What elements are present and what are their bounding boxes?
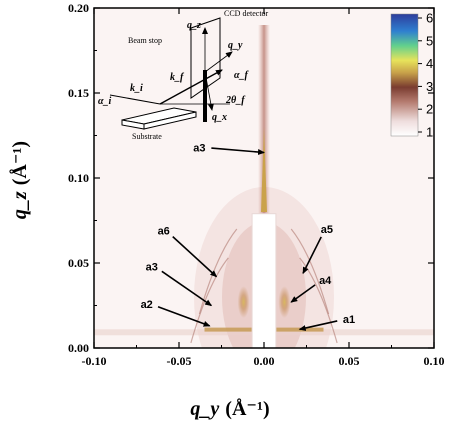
- inset-var-kf: k_f: [170, 72, 185, 83]
- annotation-label-a3: a3: [146, 261, 158, 273]
- inset-label-ccd: CCD detector: [224, 9, 269, 18]
- substrate-side: [121, 111, 197, 130]
- incident-beam: [109, 94, 161, 105]
- scatter-arc-left-1: [190, 257, 229, 344]
- beam-stop-rod: [203, 70, 207, 122]
- inset-var-ki: k_i: [130, 83, 143, 94]
- annotation-arrow-a2: [157, 306, 211, 327]
- side-lobe-right: [278, 286, 291, 319]
- x-tick-label: 0.00: [254, 354, 275, 368]
- annotation-label-a5: a5: [321, 224, 333, 236]
- annotation-label-a4: a4: [319, 275, 332, 287]
- annotation-label-a2: a2: [141, 299, 153, 311]
- inset-var-alpha-f: α_f: [234, 70, 250, 81]
- scatter-arc-left-0: [198, 228, 238, 315]
- annotation-arrow-a6: [172, 236, 218, 278]
- y-tick-label: 0.15: [68, 86, 89, 100]
- ccd-detector-plane: [190, 17, 221, 99]
- annotations: a3 a6 a3 a2 a5 a4 a1: [141, 142, 355, 331]
- colorbar-tick-label: 3: [426, 79, 433, 94]
- colorbar-tick-label: 5: [426, 33, 433, 48]
- colorbar: 1 2 3 4 5 6: [390, 11, 433, 140]
- inset-label-beam-stop: Beam stop: [128, 36, 162, 45]
- y-tick-label: 0.10: [68, 171, 89, 185]
- x-axis-title: q_y (Å⁻¹): [190, 397, 269, 420]
- inset-label-substrate: Substrate: [132, 132, 162, 141]
- y-axis-title: q_z(Å⁻¹): [8, 141, 31, 219]
- y-tick-label: 0.20: [68, 1, 89, 15]
- scatter-arc-right-1: [299, 257, 338, 344]
- inset-var-2theta-f: 2θ_f: [225, 95, 246, 106]
- colorbar-tick-label: 4: [426, 56, 433, 71]
- axes: -0.10 -0.05 0.00 0.05 0.10 0.00 0.05 0.10 0.15 0.…: [68, 1, 445, 368]
- annotation-label-a1: a1: [343, 314, 355, 326]
- annotation-arrow-a5: [302, 236, 322, 275]
- x-tick-label: 0.05: [339, 354, 360, 368]
- inset-var-qy: q_y: [228, 40, 243, 51]
- colorbar-ticks: 1 2 3 4 5 6: [418, 11, 433, 140]
- inset-var-qz: q_z: [187, 20, 201, 31]
- annotation-arrow-a4: [290, 284, 316, 303]
- colorbar-tick-label: 2: [426, 102, 433, 117]
- annotation-arrow-a3: [161, 270, 213, 307]
- scattered-beam: [159, 69, 223, 105]
- scattering-pattern: [94, 25, 434, 348]
- inset-schematic: Beam stop CCD detector Substrate q_z q_y…: [98, 9, 269, 141]
- side-lobe-left: [237, 286, 250, 319]
- y-tick-label: 0.05: [68, 256, 89, 270]
- annotation-label-a3: a3: [193, 142, 205, 154]
- qx-axis-arrow: [204, 71, 214, 111]
- colorbar-gradient: [390, 13, 419, 137]
- annotation-arrow-a3: [211, 147, 265, 155]
- scatter-arc-right-0: [290, 228, 330, 315]
- y-tick-label: 0.00: [68, 341, 89, 355]
- colorbar-tick-label: 6: [426, 11, 433, 26]
- annotation-arrow-a1: [298, 320, 338, 331]
- specular-spike: [261, 127, 267, 212]
- inset-var-alpha-i: α_i: [98, 96, 112, 107]
- beam-stop-shadow: [251, 213, 277, 348]
- x-tick-label: -0.05: [167, 354, 192, 368]
- annotation-label-a6: a6: [158, 226, 170, 238]
- colorbar-tick-label: 1: [426, 125, 433, 140]
- inset-var-qx: q_x: [212, 112, 227, 123]
- x-tick-label: -0.10: [82, 354, 107, 368]
- qy-axis-arrow: [204, 51, 233, 73]
- x-tick-label: 0.10: [424, 354, 445, 368]
